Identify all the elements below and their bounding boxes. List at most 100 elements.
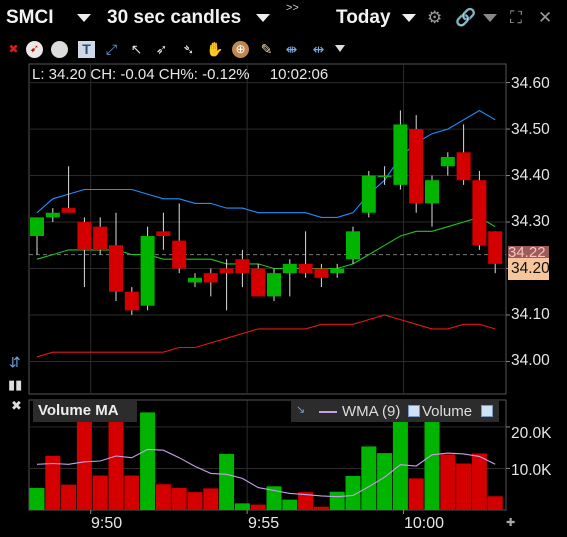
volume-bar <box>124 475 140 510</box>
candle-body <box>61 208 76 213</box>
zoom-horizontal-icon[interactable]: ⇼ <box>285 41 298 57</box>
link-dropdown-icon[interactable] <box>483 14 497 22</box>
interval-dropdown-icon[interactable] <box>256 14 270 22</box>
volume-bar <box>203 488 219 510</box>
change-value: CH: -0.04 <box>90 66 155 83</box>
ray-tool-icon[interactable]: ➶ <box>155 41 168 57</box>
time-scroll-icon[interactable]: ✚ <box>506 517 516 529</box>
volume-toggle-icon[interactable]: ▮▮ <box>8 377 23 392</box>
circle-tool-icon[interactable] <box>51 41 68 58</box>
candle-body <box>188 277 202 283</box>
price-axis-label: 34.40 <box>511 167 550 184</box>
info-line: L: 34.20 CH: -0.04 CH%: -0.12% 10:02:06 <box>32 66 328 83</box>
scroll-icon[interactable]: ⇵ <box>9 354 21 370</box>
volume-bar <box>329 491 345 510</box>
candle-body <box>440 156 455 167</box>
candle-body <box>456 152 471 181</box>
candle-body <box>203 273 218 283</box>
volume-bar <box>377 453 393 510</box>
link-icon[interactable]: 🔗 <box>455 8 477 27</box>
candle-body <box>409 129 424 204</box>
candle-body <box>425 180 439 204</box>
volume-bar <box>361 446 377 510</box>
wma-line <box>36 448 496 498</box>
volume-panel-title: Volume MA <box>33 400 137 422</box>
volume-bar <box>219 453 235 510</box>
close-icon[interactable]: ✕ <box>538 8 553 27</box>
delete-drawings-icon[interactable]: ✖ <box>8 42 19 56</box>
volume-bar <box>155 484 171 510</box>
volume-bar <box>266 486 282 510</box>
candle-body <box>377 175 392 178</box>
interval-label[interactable]: 30 sec candles <box>107 7 242 28</box>
price-axis-label: 34.60 <box>511 75 550 92</box>
candle-body <box>30 217 44 236</box>
pointer-tool-icon[interactable]: ➴ <box>182 41 195 57</box>
volume-bar <box>408 478 424 510</box>
settings-icon[interactable]: ↘ <box>296 404 306 416</box>
gear-icon[interactable]: ⚙ <box>427 8 443 27</box>
change-percent-value: CH%: -0.12% <box>158 66 250 83</box>
volume-bar <box>76 406 92 510</box>
symbol-label[interactable]: SMCI <box>6 7 54 28</box>
volume-bar <box>29 487 45 510</box>
candle-body <box>93 226 108 250</box>
crosshair-pointer-icon[interactable]: ➹ <box>26 41 43 58</box>
candle-body <box>330 268 345 274</box>
candle-body <box>488 231 503 264</box>
volume-bar <box>140 412 156 510</box>
volume-bar <box>456 463 472 510</box>
volume-axis-label: 10.0K <box>511 462 552 479</box>
volume-bar <box>45 456 61 510</box>
volume-bar <box>250 504 266 510</box>
maximize-icon[interactable]: ⛶ <box>510 8 522 27</box>
price-axis-label: 34.00 <box>511 352 550 369</box>
line-tool-icon[interactable]: ⤢ <box>105 41 118 57</box>
candle-body <box>156 231 171 236</box>
trend-line-icon[interactable]: ↖ <box>130 41 143 57</box>
volume-axis-label: 20.0K <box>511 425 552 442</box>
volume-bar <box>298 492 314 510</box>
tools-dropdown-icon[interactable] <box>335 45 345 52</box>
volume-bar <box>440 454 456 510</box>
time-axis-label: 10:00 <box>404 515 445 532</box>
volume-checkbox[interactable] <box>481 405 493 417</box>
range-dropdown-icon[interactable] <box>402 14 416 22</box>
volume-legend: ↘ WMA (9) Volume <box>291 400 499 422</box>
wma-swatch <box>319 411 337 413</box>
annotation-icon[interactable]: ✎ <box>260 41 273 57</box>
candle-body <box>109 245 123 292</box>
time-axis-label: 9:50 <box>91 515 123 532</box>
volume-bar <box>171 487 187 510</box>
time-value: 10:02:06 <box>269 66 329 83</box>
top-bar: SMCI 30 sec candles >> Today ⚙ 🔗 ⛶ ✕ <box>0 0 567 36</box>
wma-legend-label: WMA (9) <box>342 403 401 420</box>
hand-pan-icon[interactable]: ✋ <box>206 41 224 57</box>
price-panel-frame <box>28 63 507 395</box>
volume-bar <box>345 475 361 510</box>
candle-body <box>393 124 408 185</box>
price-axis-label: 34.30 <box>511 213 550 230</box>
expand-icon[interactable]: >> <box>286 2 299 14</box>
price-axis-label: 34.10 <box>511 306 550 323</box>
range-label[interactable]: Today <box>336 7 391 28</box>
volume-bar <box>487 496 503 510</box>
candle-body <box>472 180 487 246</box>
candle-body <box>314 268 329 278</box>
wma-checkbox[interactable] <box>408 405 420 417</box>
volume-bar <box>92 475 108 510</box>
fit-horizontal-icon[interactable]: ⇹ <box>312 41 325 57</box>
drawing-toolbar: ✖ ➹ T ⤢ ↖ ➶ ➴ ✋ ⊕ ✎ ⇼ ⇹ <box>0 38 567 62</box>
volume-bar <box>234 503 250 510</box>
volume-bar <box>282 499 298 510</box>
text-tool-icon[interactable]: T <box>78 41 95 58</box>
target-icon[interactable]: ⊕ <box>232 41 249 58</box>
previous-price-tag: 34.22 <box>508 246 549 260</box>
candle-body <box>140 235 155 306</box>
low-value: L: 34.20 <box>32 66 87 83</box>
candle-body <box>172 240 187 269</box>
symbol-dropdown-icon[interactable] <box>77 14 91 22</box>
candle-body <box>219 268 234 274</box>
close-panel-icon[interactable]: ✖ <box>11 398 22 413</box>
